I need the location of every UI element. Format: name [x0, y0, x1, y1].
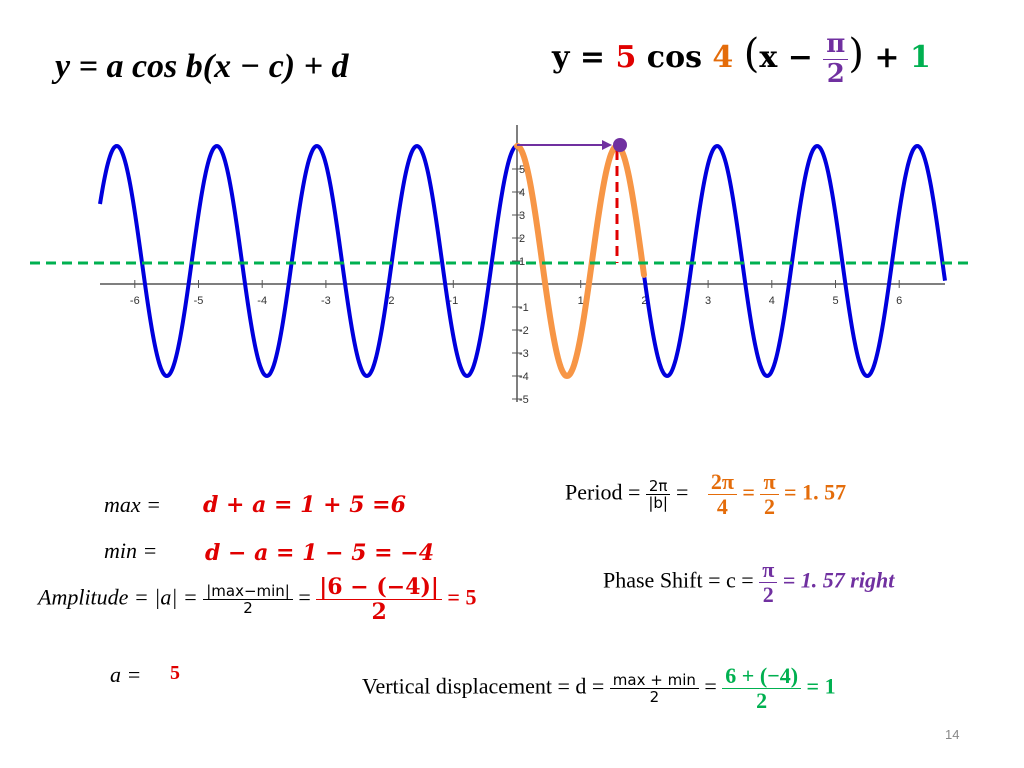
a-value: 5: [170, 662, 180, 684]
y-tick-label: 4: [519, 187, 525, 199]
frac-num: |max−min|: [203, 583, 293, 601]
result: = 1. 57 right: [782, 567, 895, 593]
den: 4: [716, 494, 728, 520]
x-tick-label: 3: [705, 295, 711, 307]
den: 2: [371, 599, 387, 626]
y-tick-label: 1: [519, 256, 525, 268]
num2: π: [760, 469, 779, 496]
y-tick-label: -2: [519, 325, 529, 337]
y-tick-label: 5: [519, 164, 525, 176]
result: = 1: [806, 673, 836, 699]
x-tick-label: 6: [896, 295, 902, 307]
phase-label: Phase Shift = c =: [603, 567, 754, 593]
y-tick-label: -5: [519, 394, 529, 406]
min-expr: d − a = 1 − 5 = −4: [205, 540, 435, 566]
plus: +: [874, 40, 900, 76]
x-tick-label: -3: [321, 295, 331, 307]
y-tick-label: -4: [519, 371, 529, 383]
max-label: max =: [104, 492, 161, 517]
eq: =: [704, 673, 717, 699]
eq: =: [675, 479, 689, 505]
y-tick-label: 3: [519, 210, 525, 222]
period-label: Period =: [565, 479, 641, 505]
max-expr: d + a = 1 + 5 =6: [203, 492, 406, 518]
graph: -6 -5 -4 -3 -2 -1 1 2 3 4 5 6 5 4 3 2 1 -1 -2 -3 -4 -5: [30, 125, 968, 406]
num: 6 + (−4): [722, 663, 802, 690]
eq: =: [298, 584, 311, 610]
x-tick-label: 4: [769, 295, 775, 307]
general-form: y = a cos b(x − c) + d: [55, 48, 349, 85]
x-tick-label: -1: [448, 295, 458, 307]
frac-den: 2: [243, 599, 253, 618]
x-tick-label: -2: [385, 295, 395, 307]
page-number: 14: [945, 727, 960, 742]
cos: cos: [646, 40, 702, 76]
d: 1: [909, 40, 931, 76]
x-tick-label: -6: [130, 295, 140, 307]
x-tick-label: 2: [641, 295, 647, 307]
frac-num: 2π: [645, 478, 671, 496]
min-label: min =: [104, 538, 158, 563]
inner: x −: [759, 40, 813, 76]
frac-num: max + min: [609, 672, 699, 690]
a: 5: [615, 40, 637, 76]
b: 4: [712, 40, 734, 76]
den: 2: [762, 582, 774, 608]
frac-den: |b|: [648, 494, 668, 513]
x-tick-label: 1: [578, 295, 584, 307]
vertical: Vertical displacement = d = max + min 2 =…: [362, 663, 836, 714]
c-num: π: [823, 30, 849, 60]
x-tick-label: -4: [257, 295, 267, 307]
x-tick-label: 5: [832, 295, 838, 307]
result: = 5: [447, 584, 477, 610]
c-den: 2: [826, 58, 845, 89]
specific-form: y = 5 cos 4 (x − π 2) + 1: [552, 29, 931, 89]
den: 2: [756, 688, 768, 714]
num: 2π: [707, 469, 737, 496]
shift-point: [613, 138, 627, 152]
orange-curve: [514, 142, 647, 380]
num: |6 − (−4)|: [316, 575, 442, 601]
y-tick-label: 2: [519, 233, 525, 245]
vertical-label: Vertical displacement = d =: [362, 673, 605, 699]
amplitude-label: Amplitude = |a| =: [38, 584, 198, 610]
den2: 2: [764, 494, 775, 520]
num: π: [759, 557, 778, 584]
y-tick-label: -3: [519, 348, 529, 360]
result: = 1. 57: [784, 479, 847, 505]
arrow-head: [602, 140, 612, 150]
y-tick-label: -1: [519, 302, 529, 314]
frac-den: 2: [649, 688, 660, 707]
lhs: y =: [552, 40, 606, 76]
eq2: =: [742, 479, 755, 505]
a-label: a =: [110, 662, 142, 687]
x-tick-label: -5: [194, 295, 204, 307]
amplitude: Amplitude = |a| = |max−min| 2 = |6 − (−4)…: [38, 575, 477, 626]
